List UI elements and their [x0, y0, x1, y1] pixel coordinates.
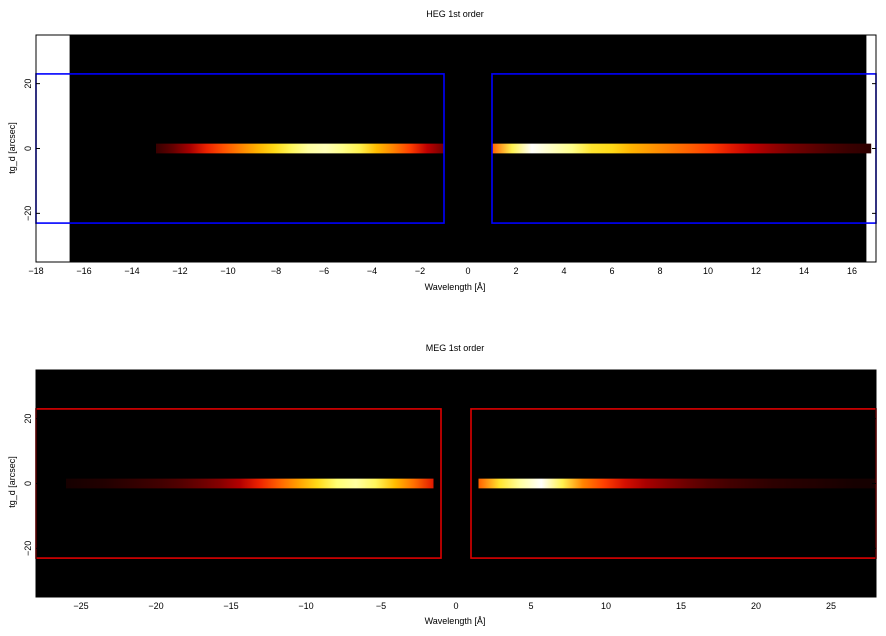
heg-x-tick-label: −4: [367, 266, 377, 276]
heg-x-ticks: −18 −16 −14 −12 −10 −8 −6 −4 −2 0 2 4 6 8 10 12 14 16: [28, 35, 857, 276]
meg-streak-minus-order: [66, 478, 434, 489]
heg-x-tick-label: 2: [513, 266, 518, 276]
heg-x-tick-label: −2: [415, 266, 425, 276]
meg-x-tick-label: 0: [453, 601, 458, 611]
meg-x-tick-label: −20: [148, 601, 163, 611]
heg-streak-minus-order: [156, 143, 444, 154]
meg-x-tick-label: 20: [751, 601, 761, 611]
heg-streak-plus-order: [492, 143, 872, 154]
meg-y-tick-label: 0: [23, 481, 33, 486]
meg-x-tick-label: 25: [826, 601, 836, 611]
meg-x-tick-label: −5: [376, 601, 386, 611]
meg-x-tick-label: −10: [298, 601, 313, 611]
meg-x-tick-label: −15: [223, 601, 238, 611]
heg-streaks: [156, 143, 872, 154]
heg-x-tick-label: 14: [799, 266, 809, 276]
heg-y-tick-label: 20: [23, 79, 33, 89]
meg-streaks: [66, 478, 876, 489]
heg-x-tick-label: 8: [657, 266, 662, 276]
heg-x-tick-label: −12: [172, 266, 187, 276]
heg-y-tick-label: −20: [23, 206, 33, 221]
heg-x-tick-label: 16: [847, 266, 857, 276]
meg-x-tick-label: 15: [676, 601, 686, 611]
heg-x-tick-label: −6: [319, 266, 329, 276]
heg-x-tick-label: 4: [561, 266, 566, 276]
heg-x-tick-label: −16: [76, 266, 91, 276]
meg-title: MEG 1st order: [426, 343, 485, 353]
meg-y-axis-label: tg_d [arcsec]: [7, 456, 17, 508]
heg-x-tick-label: 6: [609, 266, 614, 276]
meg-x-tick-label: 10: [601, 601, 611, 611]
meg-x-ticks: −25 −20 −15 −10 −5 0 5 10 15 20 25: [73, 370, 836, 611]
meg-streak-plus-order: [478, 478, 876, 489]
heg-panel: HEG 1st order −18 −16 −14 −12 −10 −8 −6 −4 −2 0 2 4…: [7, 9, 877, 292]
heg-x-tick-label: 10: [703, 266, 713, 276]
meg-y-ticks: −20 0 20: [23, 414, 876, 556]
heg-title: HEG 1st order: [426, 9, 484, 19]
heg-x-tick-label: −8: [271, 266, 281, 276]
heg-x-tick-label: −10: [220, 266, 235, 276]
heg-y-axis-label: tg_d [arcsec]: [7, 122, 17, 174]
meg-x-tick-label: 5: [528, 601, 533, 611]
meg-x-axis-label: Wavelength [Å]: [425, 616, 486, 626]
meg-y-tick-label: −20: [23, 541, 33, 556]
meg-panel: MEG 1st order −25 −20 −15 −10 −5 0 5 10 15 20 25 −…: [7, 343, 877, 626]
meg-x-tick-label: −25: [73, 601, 88, 611]
heg-x-tick-label: −18: [28, 266, 43, 276]
heg-x-tick-label: −14: [124, 266, 139, 276]
meg-y-tick-label: 20: [23, 414, 33, 424]
heg-y-ticks: −20 0 20: [23, 79, 876, 221]
heg-x-tick-label: 0: [465, 266, 470, 276]
heg-x-axis-label: Wavelength [Å]: [425, 282, 486, 292]
heg-y-tick-label: 0: [23, 146, 33, 151]
heg-x-tick-label: 12: [751, 266, 761, 276]
